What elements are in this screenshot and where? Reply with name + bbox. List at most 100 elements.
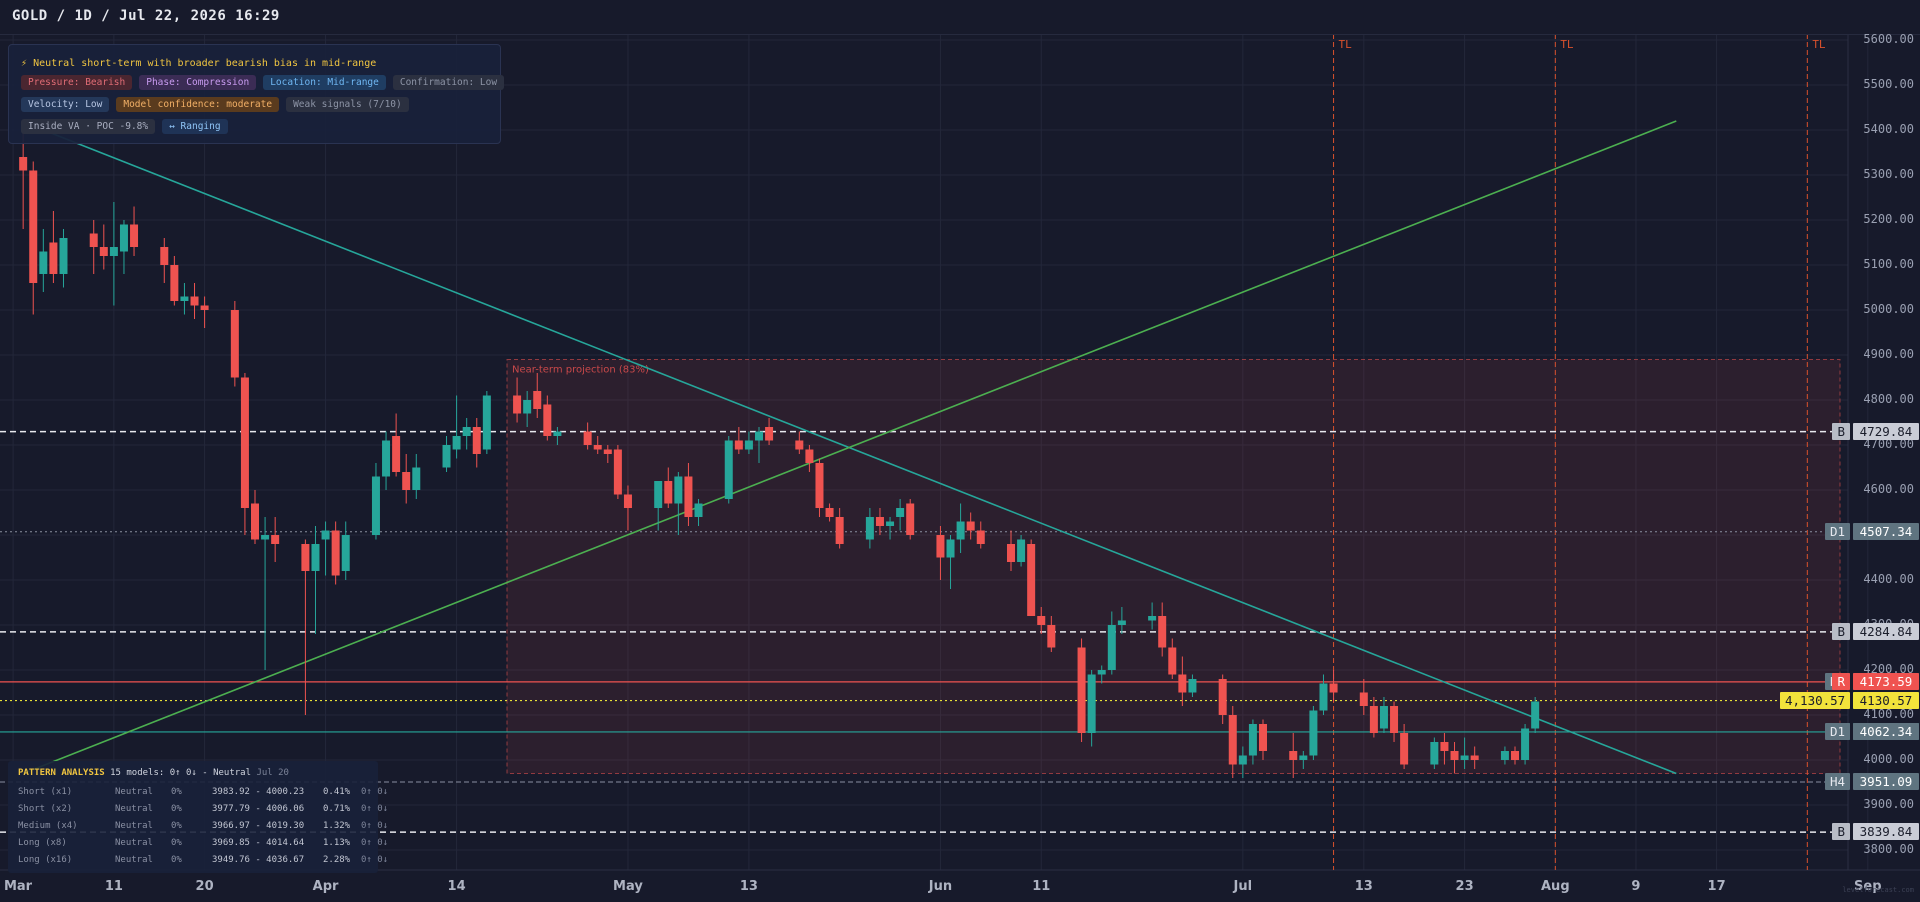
summary-headline-text: Neutral short-term with broader bearish …: [33, 58, 377, 69]
candle-body: [39, 251, 48, 274]
candle-body: [1037, 616, 1046, 625]
candle-body: [664, 481, 673, 504]
candle-body: [886, 521, 895, 526]
candle-body: [1289, 751, 1298, 760]
candle-body: [301, 544, 310, 571]
candle-body: [1117, 620, 1126, 625]
pattern-change: 0.41%: [323, 787, 351, 797]
candle-body: [674, 476, 683, 504]
level-tag-badge: D1: [1824, 522, 1850, 540]
level-tag-badge: H4: [1824, 773, 1850, 790]
candle-body: [513, 395, 522, 414]
candle-body: [654, 481, 663, 508]
price-axis-label: 5300.00: [1863, 167, 1914, 181]
pattern-analysis-heading: PATTERN ANALYSIS: [18, 768, 105, 778]
pattern-change: 1.32%: [323, 821, 351, 831]
candle-body: [1107, 625, 1116, 670]
pattern-range: 3977.79 - 4006.06: [212, 804, 305, 814]
date-axis-label: Jun: [928, 879, 953, 894]
date-axis-label: 23: [1455, 879, 1474, 894]
timeline-marker-label: TL: [1812, 38, 1826, 51]
candle-body: [1309, 710, 1318, 756]
current-price-badge: 4,130.57: [1780, 692, 1851, 710]
candle-body: [533, 391, 542, 409]
candle-body: [1430, 742, 1439, 765]
candle-body: [1178, 674, 1187, 693]
price-axis-label: 4800.00: [1863, 392, 1914, 406]
summary-tags-row-1: Pressure: Bearish Phase: Compression Loc…: [21, 75, 505, 90]
candle-body: [1077, 647, 1086, 733]
candle-body: [966, 521, 975, 531]
phase-tag: Phase: Compression: [139, 75, 257, 90]
candle-body: [130, 224, 139, 247]
candle-body: [1087, 674, 1096, 733]
pattern-pct: 0%: [171, 804, 182, 814]
level-value-badge: 4173.59: [1853, 672, 1919, 690]
date-axis-label: Mar: [3, 879, 33, 894]
pattern-signal: Neutral: [115, 855, 153, 865]
pattern-analysis-panel: PATTERN ANALYSIS 15 models: 0↑ 0↓ - Neut…: [8, 761, 388, 873]
level-value-badge: 3951.09: [1853, 773, 1919, 790]
candle-body: [765, 427, 774, 441]
pattern-change: 1.13%: [323, 838, 351, 848]
date-axis-label: Sep: [1854, 879, 1882, 894]
candle-body: [1248, 724, 1257, 756]
candle-body: [1188, 679, 1197, 693]
price-axis-label: 4400.00: [1863, 572, 1914, 586]
candle-body: [1168, 647, 1177, 675]
candle-body: [1158, 616, 1167, 648]
pattern-name: Long (x8): [18, 838, 67, 848]
candle-body: [382, 440, 391, 477]
price-axis-label: 5100.00: [1863, 257, 1914, 271]
candle-body: [523, 400, 532, 414]
candle-body: [109, 247, 118, 256]
candle-body: [755, 431, 763, 441]
price-axis-label: 4000.00: [1863, 752, 1914, 766]
chart-header: GOLD / 1D / Jul 22, 2026 16:29: [0, 0, 1920, 35]
candle-body: [795, 440, 804, 450]
candle-body: [462, 427, 471, 436]
date-axis-label: 14: [447, 879, 466, 894]
candle-body: [976, 530, 985, 544]
candle-body: [553, 431, 562, 436]
pattern-analysis-date: Jul 20: [256, 768, 289, 778]
date-axis-label: 9: [1631, 879, 1641, 894]
candle-body: [190, 296, 199, 306]
pattern-name: Medium (x4): [18, 821, 78, 831]
trendline-ascending: [22, 120, 1677, 775]
level-value-badge: 4062.34: [1853, 722, 1919, 740]
pattern-signal: Neutral: [115, 821, 153, 831]
date-axis-label: 11: [104, 879, 123, 894]
pattern-change: 0.71%: [323, 804, 351, 814]
velocity-tag: Velocity: Low: [21, 97, 110, 112]
candle-body: [412, 467, 421, 490]
summary-tags-row-3: Inside VA · POC -9.8% ↔ Ranging: [21, 119, 228, 134]
pattern-pct: 0%: [171, 838, 182, 848]
candle-body: [815, 463, 824, 508]
candle-body: [482, 395, 491, 450]
level-value-badge: 4507.34: [1853, 522, 1919, 540]
pattern-pct: 0%: [171, 821, 182, 831]
candle-body: [331, 530, 340, 576]
candle-body: [1390, 706, 1399, 733]
candle-body: [1359, 692, 1368, 706]
level-value-badge: 3839.84: [1853, 823, 1919, 841]
summary-headline: ⚡ Neutral short-term with broader bearis…: [21, 58, 376, 69]
pattern-change: 2.28%: [323, 855, 351, 865]
level-tag-badge: B: [1832, 622, 1850, 640]
date-axis-label: 13: [739, 879, 758, 894]
candle-body: [1470, 755, 1479, 760]
price-axis-label: 4700.00: [1863, 437, 1914, 451]
price-axis-label: 5200.00: [1863, 212, 1914, 226]
candle-body: [230, 310, 239, 378]
candle-body: [896, 508, 905, 517]
candle-body: [1511, 751, 1519, 760]
candle-body: [825, 508, 834, 517]
date-axis-label: 13: [1354, 879, 1373, 894]
candle-body: [684, 476, 693, 517]
timeline-marker-label: TL: [1560, 38, 1574, 51]
candle-body: [1450, 751, 1459, 760]
candle-body: [623, 494, 632, 508]
date-axis-label: 11: [1032, 879, 1051, 894]
